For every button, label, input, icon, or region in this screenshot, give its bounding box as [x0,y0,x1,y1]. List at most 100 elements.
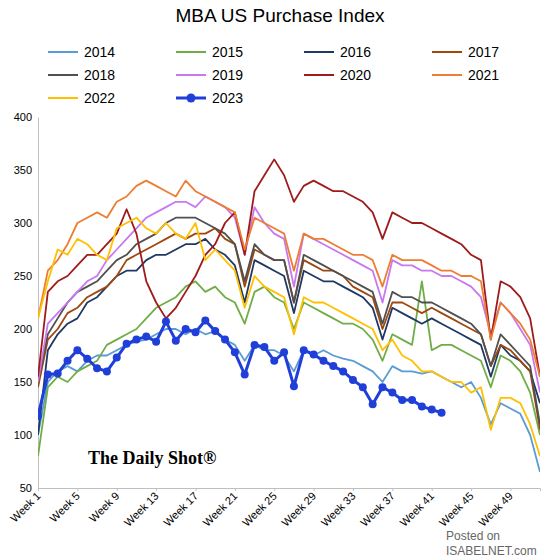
x-tick-label: Week 25 [240,490,279,529]
series-marker [73,346,81,354]
x-tick-mark [274,488,275,491]
x-tick-label: Week 29 [279,490,318,529]
annotation: ISABELNET.com [446,544,537,558]
y-tick: 250 [14,270,38,282]
y-tick-label: 200 [14,323,32,335]
series-marker [38,412,42,420]
legend-label: 2020 [340,67,371,83]
series-marker [379,383,387,391]
y-tick: 200 [14,323,38,335]
legend-swatch [176,51,206,53]
y-tick-label: 150 [14,376,32,388]
x-tick: Week 13 [122,488,161,529]
x-tick-label: Week 5 [47,490,82,525]
series-marker [123,340,131,348]
y-tick-label: 300 [14,217,32,229]
series-marker [319,357,327,365]
legend-item: 2016 [304,44,371,60]
y-axis: 50100150200250300350400 [14,111,39,494]
legend-item: 2023 [176,90,243,106]
series-marker [251,341,259,349]
legend-label: 2017 [468,44,499,60]
series-line [38,321,442,416]
x-tick: Week 21 [200,488,239,529]
x-tick-label: Week 49 [476,490,515,529]
legend-item: 2014 [48,44,115,60]
x-tick-label: Week 9 [87,490,122,525]
plot: 50100150200250300350400Week 1Week 5Week … [8,111,541,529]
series-marker [44,371,52,379]
series-line [38,329,540,472]
legend-swatch [176,74,206,76]
legend-label: 2014 [84,44,115,60]
legend-item: 2017 [432,44,499,60]
legend-label: 2021 [468,67,499,83]
series-marker [339,367,347,375]
series-marker [182,325,190,333]
legend-item: 2022 [48,90,115,106]
series-marker [260,343,268,351]
x-tick-mark [392,488,393,491]
y-tick-label: 100 [14,429,32,441]
series-marker [270,357,278,365]
series-marker [152,338,160,346]
legend-label: 2015 [212,44,243,60]
legend-label: 2019 [212,67,243,83]
x-tick-mark [510,488,511,491]
series-marker [211,327,219,335]
x-tick-mark [77,488,78,491]
x-tick-label: Week 21 [200,490,239,529]
x-tick: Week 33 [319,488,358,529]
legend-item: 2019 [176,67,243,83]
series-marker [113,354,121,362]
series-marker [191,328,199,336]
series-marker [398,396,406,404]
series-marker [132,336,140,344]
x-tick: Week 25 [240,488,279,529]
annotation: The Daily Shot® [88,448,216,468]
series-marker [369,400,377,408]
series-marker [231,348,239,356]
legend-item: 2021 [432,67,499,83]
x-tick: Week 9 [87,488,122,524]
x-tick-mark [471,488,472,491]
series-marker [241,371,249,379]
y-tick: 350 [14,164,38,176]
legend-swatch [432,51,462,53]
x-tick: Week 41 [397,488,436,529]
series-line [38,281,540,456]
x-tick-mark [314,488,315,491]
series-marker [290,382,298,390]
series-marker [142,332,150,340]
x-tick-mark [353,488,354,491]
series-marker [428,406,436,414]
legend-swatch [432,74,462,76]
x-axis: Week 1Week 5Week 9Week 13Week 17Week 21W… [8,488,541,529]
series-marker [329,362,337,370]
legend-label: 2023 [212,90,243,106]
y-tick-label: 250 [14,270,32,282]
x-tick: Week 49 [476,488,515,529]
legend-swatch [304,51,334,53]
series-line [38,181,540,377]
legend-marker [187,94,196,103]
legend: 2014201520162017201820192020202120222023 [48,44,499,106]
legend-label: 2022 [84,90,115,106]
legend-label: 2016 [340,44,371,60]
series-marker [310,350,318,358]
legend-swatch [48,97,78,99]
y-tick: 150 [14,376,38,388]
x-tick-label: Week 1 [8,490,43,525]
series-marker [388,389,396,397]
series-marker [54,370,62,378]
series-marker [83,355,91,363]
chart: MBA US Purchase Index5010015020025030035… [0,0,560,560]
series-marker [300,346,308,354]
x-tick-mark [195,488,196,491]
y-tick: 400 [14,111,38,123]
y-tick: 300 [14,217,38,229]
series-marker [221,336,229,344]
legend-swatch [48,74,78,76]
legend-swatch [304,74,334,76]
series-marker [172,337,180,345]
